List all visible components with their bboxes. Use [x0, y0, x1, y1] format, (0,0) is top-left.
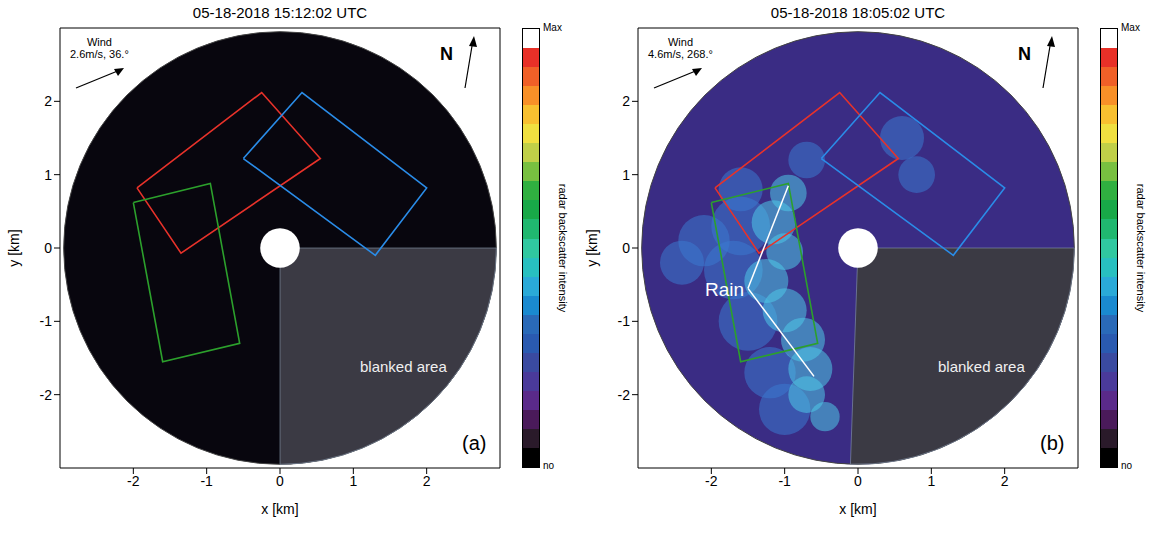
html-text:N: N	[440, 44, 453, 64]
svg-text:-2: -2	[705, 473, 718, 489]
html-text:2.6m/s, 36.°: 2.6m/s, 36.°	[70, 48, 129, 60]
svg-text:1: 1	[44, 167, 52, 183]
svg-text:0: 0	[276, 473, 284, 489]
svg-text:-1: -1	[200, 473, 213, 489]
html-text:N: N	[1018, 44, 1031, 64]
svg-text:0: 0	[44, 240, 52, 256]
svg-text:Rain: Rain	[705, 279, 744, 300]
html-text:radar backscatter intensity: radar backscatter intensity	[557, 183, 569, 313]
html-text:(a): (a)	[462, 432, 487, 454]
html-text:05-18-2018 18:05:02 UTC: 05-18-2018 18:05:02 UTC	[770, 4, 946, 21]
html-text:no: no	[1121, 460, 1133, 471]
svg-text:2: 2	[1001, 473, 1009, 489]
svg-text:y [km]: y [km]	[584, 229, 600, 266]
svg-text:-2: -2	[40, 387, 53, 403]
html-text:Wind: Wind	[667, 36, 693, 48]
html-text:Max: Max	[1121, 22, 1140, 33]
svg-text:-2: -2	[127, 473, 140, 489]
html-text:blanked area: blanked area	[360, 358, 447, 375]
svg-text:0: 0	[854, 473, 862, 489]
html-text:radar backscatter intensity: radar backscatter intensity	[1135, 183, 1147, 313]
svg-text:1: 1	[622, 167, 630, 183]
svg-text:-1: -1	[40, 313, 53, 329]
html-text:4.6m/s, 268.°: 4.6m/s, 268.°	[648, 48, 713, 60]
svg-text:y [km]: y [km]	[6, 229, 22, 266]
svg-text:-1: -1	[618, 313, 631, 329]
html-text:Wind: Wind	[86, 36, 112, 48]
svg-text:-1: -1	[778, 473, 791, 489]
html-text:no: no	[543, 460, 555, 471]
svg-text:1: 1	[349, 473, 357, 489]
svg-text:1: 1	[927, 473, 935, 489]
html-text:blanked area: blanked area	[938, 358, 1025, 375]
svg-text:2: 2	[622, 93, 630, 109]
svg-text:x [km]: x [km]	[839, 501, 876, 517]
svg-text:x [km]: x [km]	[261, 501, 298, 517]
html-text:(b): (b)	[1040, 432, 1065, 454]
html-text:Max: Max	[543, 22, 562, 33]
svg-text:2: 2	[44, 93, 52, 109]
svg-text:2: 2	[423, 473, 431, 489]
svg-text:-2: -2	[618, 387, 631, 403]
svg-text:0: 0	[622, 240, 630, 256]
html-text:05-18-2018 15:12:02 UTC: 05-18-2018 15:12:02 UTC	[192, 4, 368, 21]
